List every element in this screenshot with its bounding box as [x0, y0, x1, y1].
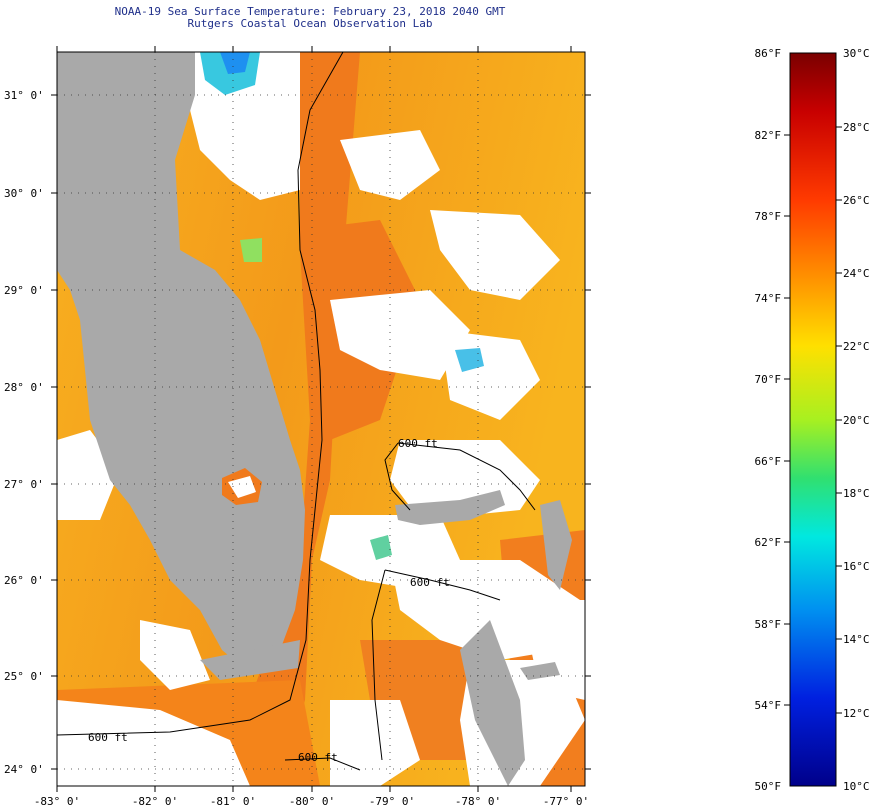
colorbar-c-label: 20°C	[843, 414, 870, 427]
florida-land	[57, 52, 305, 665]
lat-label: 27° 0'	[4, 478, 44, 491]
colorbar-f-label: 54°F	[755, 699, 782, 712]
lat-label: 31° 0'	[4, 89, 44, 102]
isobath-label: 600 ft	[298, 751, 338, 764]
colorbar-c-label: 16°C	[843, 560, 870, 573]
lat-label: 29° 0'	[4, 284, 44, 297]
lon-label: -77° 0'	[543, 795, 589, 808]
colorbar-f-label: 66°F	[755, 455, 782, 468]
colorbar-f-label: 58°F	[755, 618, 782, 631]
colorbar-c-label: 12°C	[843, 707, 870, 720]
colorbar-c-label: 28°C	[843, 121, 870, 134]
colorbar-c-label: 18°C	[843, 487, 870, 500]
lat-label: 24° 0'	[4, 763, 44, 776]
andros-island	[460, 620, 525, 786]
colorbar-f-label: 50°F	[755, 780, 782, 793]
map-frame	[56, 51, 586, 787]
colorbar-f-label: 62°F	[755, 536, 782, 549]
isobath-label: 600 ft	[410, 576, 450, 589]
lon-label: -82° 0'	[132, 795, 178, 808]
lon-label: -83° 0'	[34, 795, 80, 808]
colorbar-c-label: 10°C	[843, 780, 870, 793]
axis-ticks	[51, 46, 591, 792]
lat-label: 28° 0'	[4, 381, 44, 394]
lon-label: -80° 0'	[289, 795, 335, 808]
grand-bahama	[395, 490, 505, 525]
map-title: NOAA-19 Sea Surface Temperature: Februar…	[114, 5, 506, 18]
lat-label: 25° 0'	[4, 670, 44, 683]
colorbar-f-label: 74°F	[755, 292, 782, 305]
lon-label: -78° 0'	[455, 795, 501, 808]
colorbar-c-label: 14°C	[843, 633, 870, 646]
colorbar-c-label: 30°C	[843, 47, 870, 60]
abaco-island	[540, 500, 572, 590]
colorbar-f-label: 82°F	[755, 129, 782, 142]
colorbar-c-label: 24°C	[843, 267, 870, 280]
isobath-label: 600 ft	[88, 731, 128, 744]
lat-label: 30° 0'	[4, 187, 44, 200]
colorbar-f-label: 78°F	[755, 210, 782, 223]
colorbar-ticks	[784, 126, 842, 714]
isobath-label: 600 ft	[398, 437, 438, 450]
lon-label: -81° 0'	[210, 795, 256, 808]
isobath-600ft	[57, 52, 536, 771]
lon-label: -79° 0'	[369, 795, 415, 808]
colorbar-c-label: 26°C	[843, 194, 870, 207]
map-subtitle: Rutgers Coastal Ocean Observation Lab	[187, 17, 433, 30]
colorbar-f-label: 70°F	[755, 373, 782, 386]
colorbar	[789, 52, 837, 787]
lat-label: 26° 0'	[4, 574, 44, 587]
colorbar-f-label: 86°F	[755, 47, 782, 60]
colorbar-c-label: 22°C	[843, 340, 870, 353]
